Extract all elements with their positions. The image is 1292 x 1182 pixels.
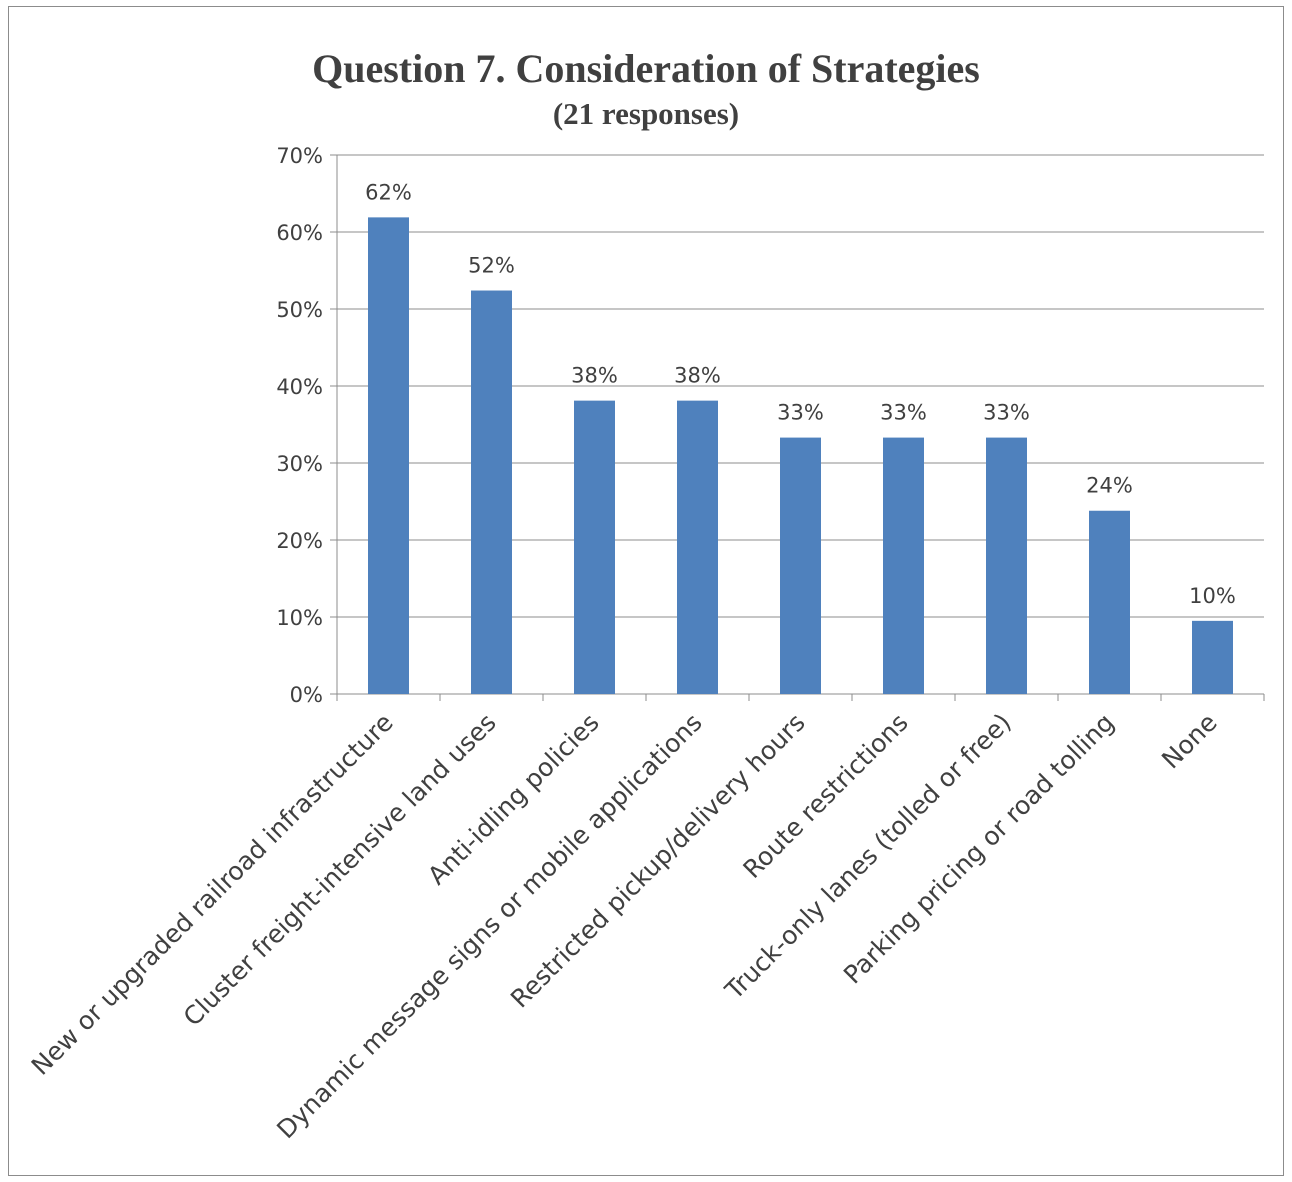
y-tick-label: 40% [276,375,323,399]
data-label: 62% [365,180,412,204]
y-tick-label: 20% [276,529,323,553]
bar [368,217,409,694]
bar [471,290,512,694]
bars [368,217,1233,694]
y-tick-label: 0% [290,683,323,707]
data-label: 10% [1189,584,1236,608]
bar [1192,620,1233,694]
y-tick-label: 60% [276,221,323,245]
x-tick-labels: New or upgraded railroad infrastructureC… [26,708,1223,1145]
y-tick-label: 10% [276,606,323,630]
y-tick-label: 70% [276,144,323,168]
y-tick-labels: 0% 10% 20% 30% 40% 50% 60% 70% [276,144,323,707]
bar [1089,510,1130,694]
data-label: 33% [777,401,824,425]
data-label: 52% [468,254,515,278]
bar [780,437,821,694]
data-label: 33% [983,401,1030,425]
category-label: None [1156,708,1223,775]
data-label: 24% [1086,474,1133,498]
chart-title: Question 7. Consideration of Strategies [312,46,980,91]
chart-subtitle: (21 responses) [552,96,740,131]
data-label: 38% [571,364,618,388]
bar [883,437,924,694]
bar [677,400,718,694]
y-tick-label: 50% [276,298,323,322]
category-label: New or upgraded railroad infrastructure [26,708,399,1081]
chart-frame: Question 7. Consideration of Strategies … [8,6,1284,1176]
data-label: 33% [880,401,927,425]
data-label: 38% [674,364,721,388]
category-label: Anti-idling policies [422,708,605,891]
bar [574,400,615,694]
y-tick-label: 30% [276,452,323,476]
bar [986,437,1027,694]
data-labels: 62% 52% 38% 38% 33% 33% 33% 24% 10% [365,180,1236,607]
